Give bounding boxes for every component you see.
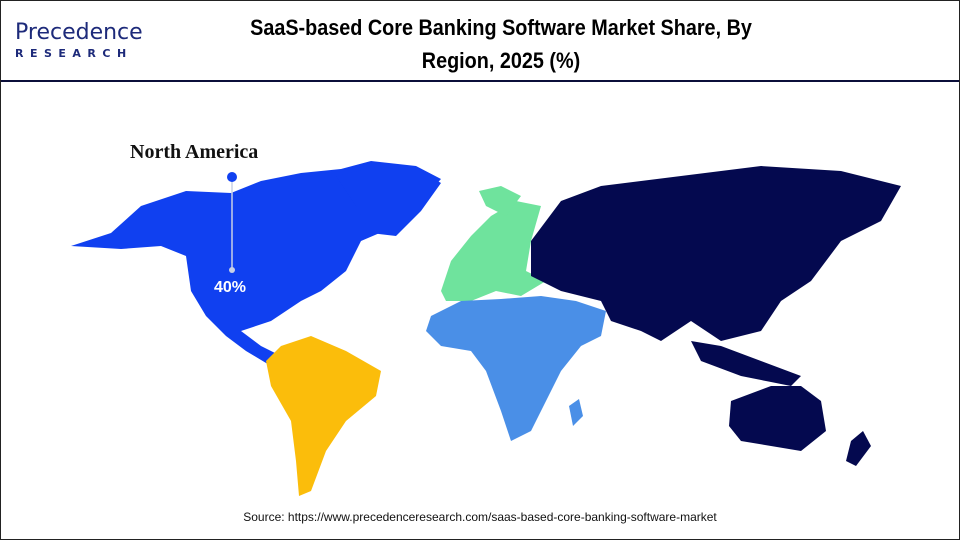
logo-line1: Precedence [15,20,143,45]
region-australia [729,386,826,451]
region-scandinavia [479,186,521,216]
region-new-zealand [846,431,871,466]
page-title: SaaS-based Core Banking Software Market … [250,15,752,73]
region-north-america [71,161,441,369]
marker-dot [229,267,235,273]
source-text: Source: https://www.precedenceresearch.c… [243,510,717,524]
region-south-america [266,336,381,496]
region-madagascar [569,399,583,426]
logo: Precedence RESEARCH [15,21,165,66]
region-asia-pacific [531,166,901,341]
world-map [71,161,901,496]
header: Precedence RESEARCH SaaS-based Core Bank… [1,1,959,82]
region-label-north-america: North America [130,141,259,163]
marker-pin [227,172,237,182]
region-greenland [336,166,441,236]
region-southeast-asia [691,341,801,386]
region-europe [441,201,546,301]
region-value-north-america: 40% [214,279,247,296]
logo-line2: RESEARCH [15,47,133,60]
region-middle-east-africa [426,296,606,441]
